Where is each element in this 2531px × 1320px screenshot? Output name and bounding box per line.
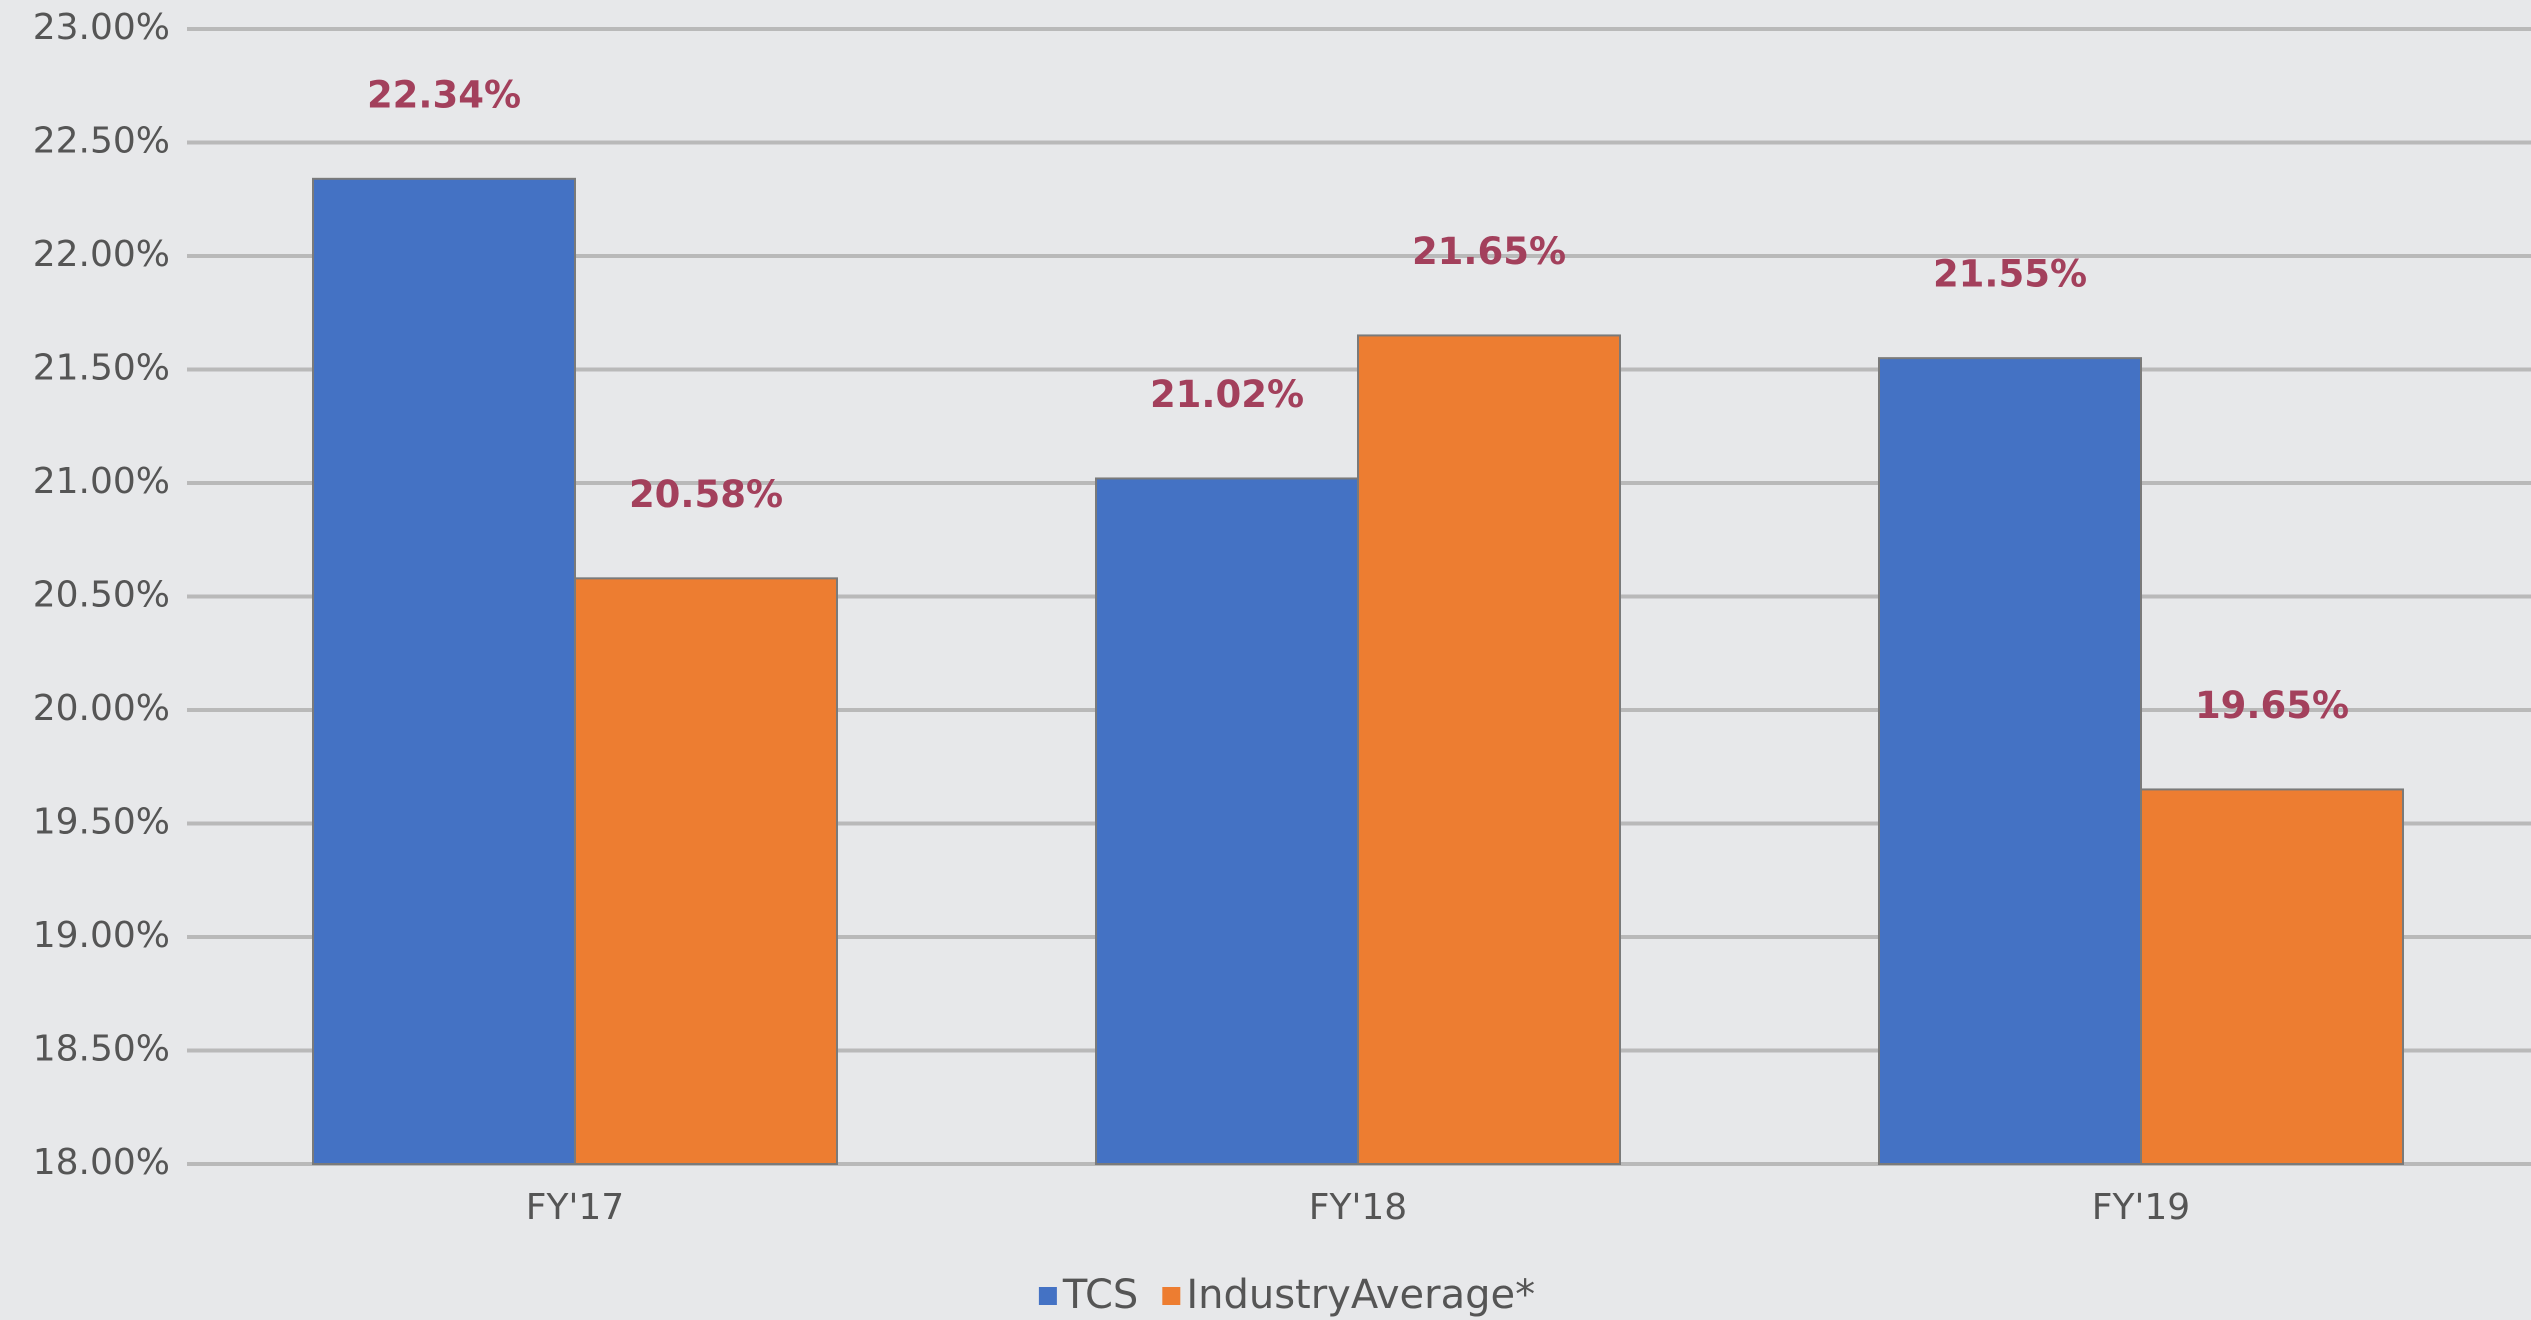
bar: [2140, 788, 2404, 1165]
bar: [312, 177, 576, 1165]
y-tick-label: 18.50%: [33, 1029, 170, 1070]
value-label: 20.58%: [629, 473, 783, 516]
bar: [1095, 477, 1359, 1165]
y-tick-label: 19.50%: [33, 802, 170, 843]
y-tick-label: 22.00%: [33, 234, 170, 275]
y-tick-label: 20.50%: [33, 575, 170, 616]
legend-swatch: [1162, 1287, 1181, 1305]
legend-swatch: [1038, 1287, 1057, 1305]
y-tick-label: 19.00%: [33, 915, 170, 956]
x-tick-label: FY'18: [1309, 1187, 1407, 1228]
value-label: 21.55%: [1933, 253, 2087, 296]
y-tick-label: 21.50%: [33, 348, 170, 389]
value-label: 22.34%: [367, 73, 521, 116]
bar: [1878, 357, 2142, 1165]
x-tick-label: FY'17: [526, 1187, 624, 1228]
x-tick-label: FY'19: [2092, 1187, 2190, 1228]
bar: [574, 577, 838, 1165]
value-label: 21.02%: [1150, 373, 1304, 416]
value-label: 21.65%: [1412, 230, 1566, 273]
legend-label: IndustryAverage*: [1186, 1272, 1535, 1318]
y-tick-label: 23.00%: [33, 7, 170, 48]
legend-label: TCS: [1062, 1272, 1138, 1318]
y-tick-label: 20.00%: [33, 688, 170, 729]
y-tick-label: 22.50%: [33, 121, 170, 162]
bar: [1357, 334, 1621, 1165]
y-tick-label: 21.00%: [33, 461, 170, 502]
y-tick-label: 18.00%: [33, 1142, 170, 1183]
value-label: 19.65%: [2195, 684, 2349, 727]
